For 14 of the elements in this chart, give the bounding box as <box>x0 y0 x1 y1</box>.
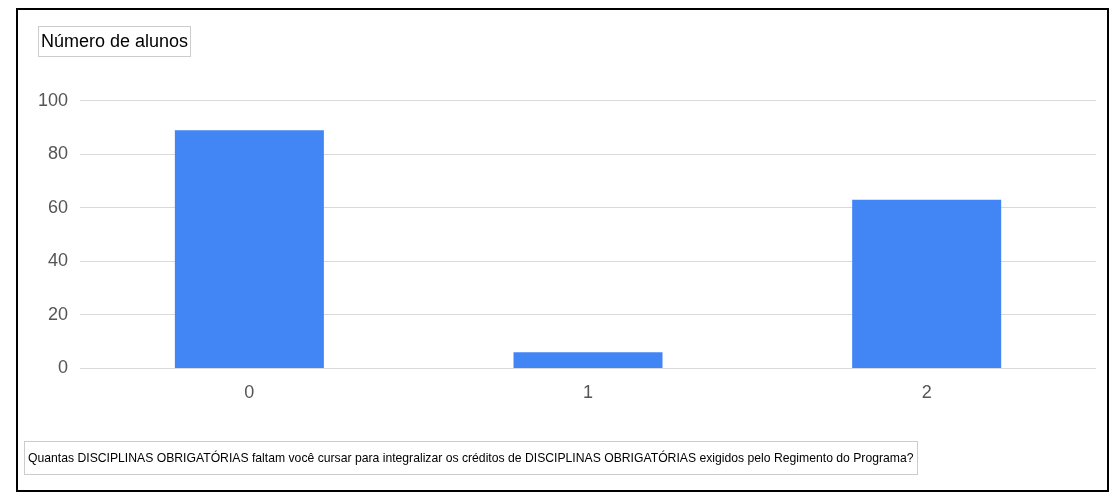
y-tick-label: 100 <box>37 89 69 110</box>
bar <box>174 130 324 368</box>
x-tick-label: 2 <box>921 382 932 403</box>
y-tick-label: 0 <box>58 357 69 378</box>
bar <box>513 352 663 368</box>
y-axis-title: Número de alunos <box>38 26 192 57</box>
y-tick-label: 20 <box>48 303 69 324</box>
bar <box>852 199 1002 368</box>
x-tick-label: 0 <box>244 382 255 403</box>
y-tick-label: 60 <box>48 196 69 217</box>
x-axis-title: Quantas DISCIPLINAS OBRIGATÓRIAS faltam você cursar para integralizar os créditos de DISCIPLINAS OBRIGATÓRIAS exigidos pelo Regimento do Programa? <box>24 441 918 475</box>
y-tick-label: 40 <box>48 250 69 271</box>
x-tick-label: 1 <box>583 382 594 403</box>
y-tick-label: 80 <box>48 143 69 164</box>
